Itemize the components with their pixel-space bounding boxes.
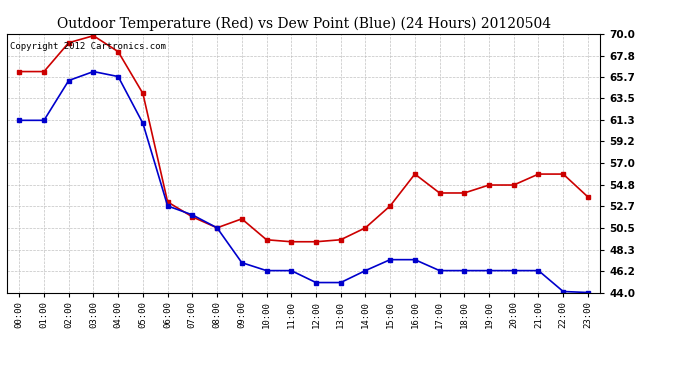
Title: Outdoor Temperature (Red) vs Dew Point (Blue) (24 Hours) 20120504: Outdoor Temperature (Red) vs Dew Point (… bbox=[57, 17, 551, 31]
Text: Copyright 2012 Cartronics.com: Copyright 2012 Cartronics.com bbox=[10, 42, 166, 51]
